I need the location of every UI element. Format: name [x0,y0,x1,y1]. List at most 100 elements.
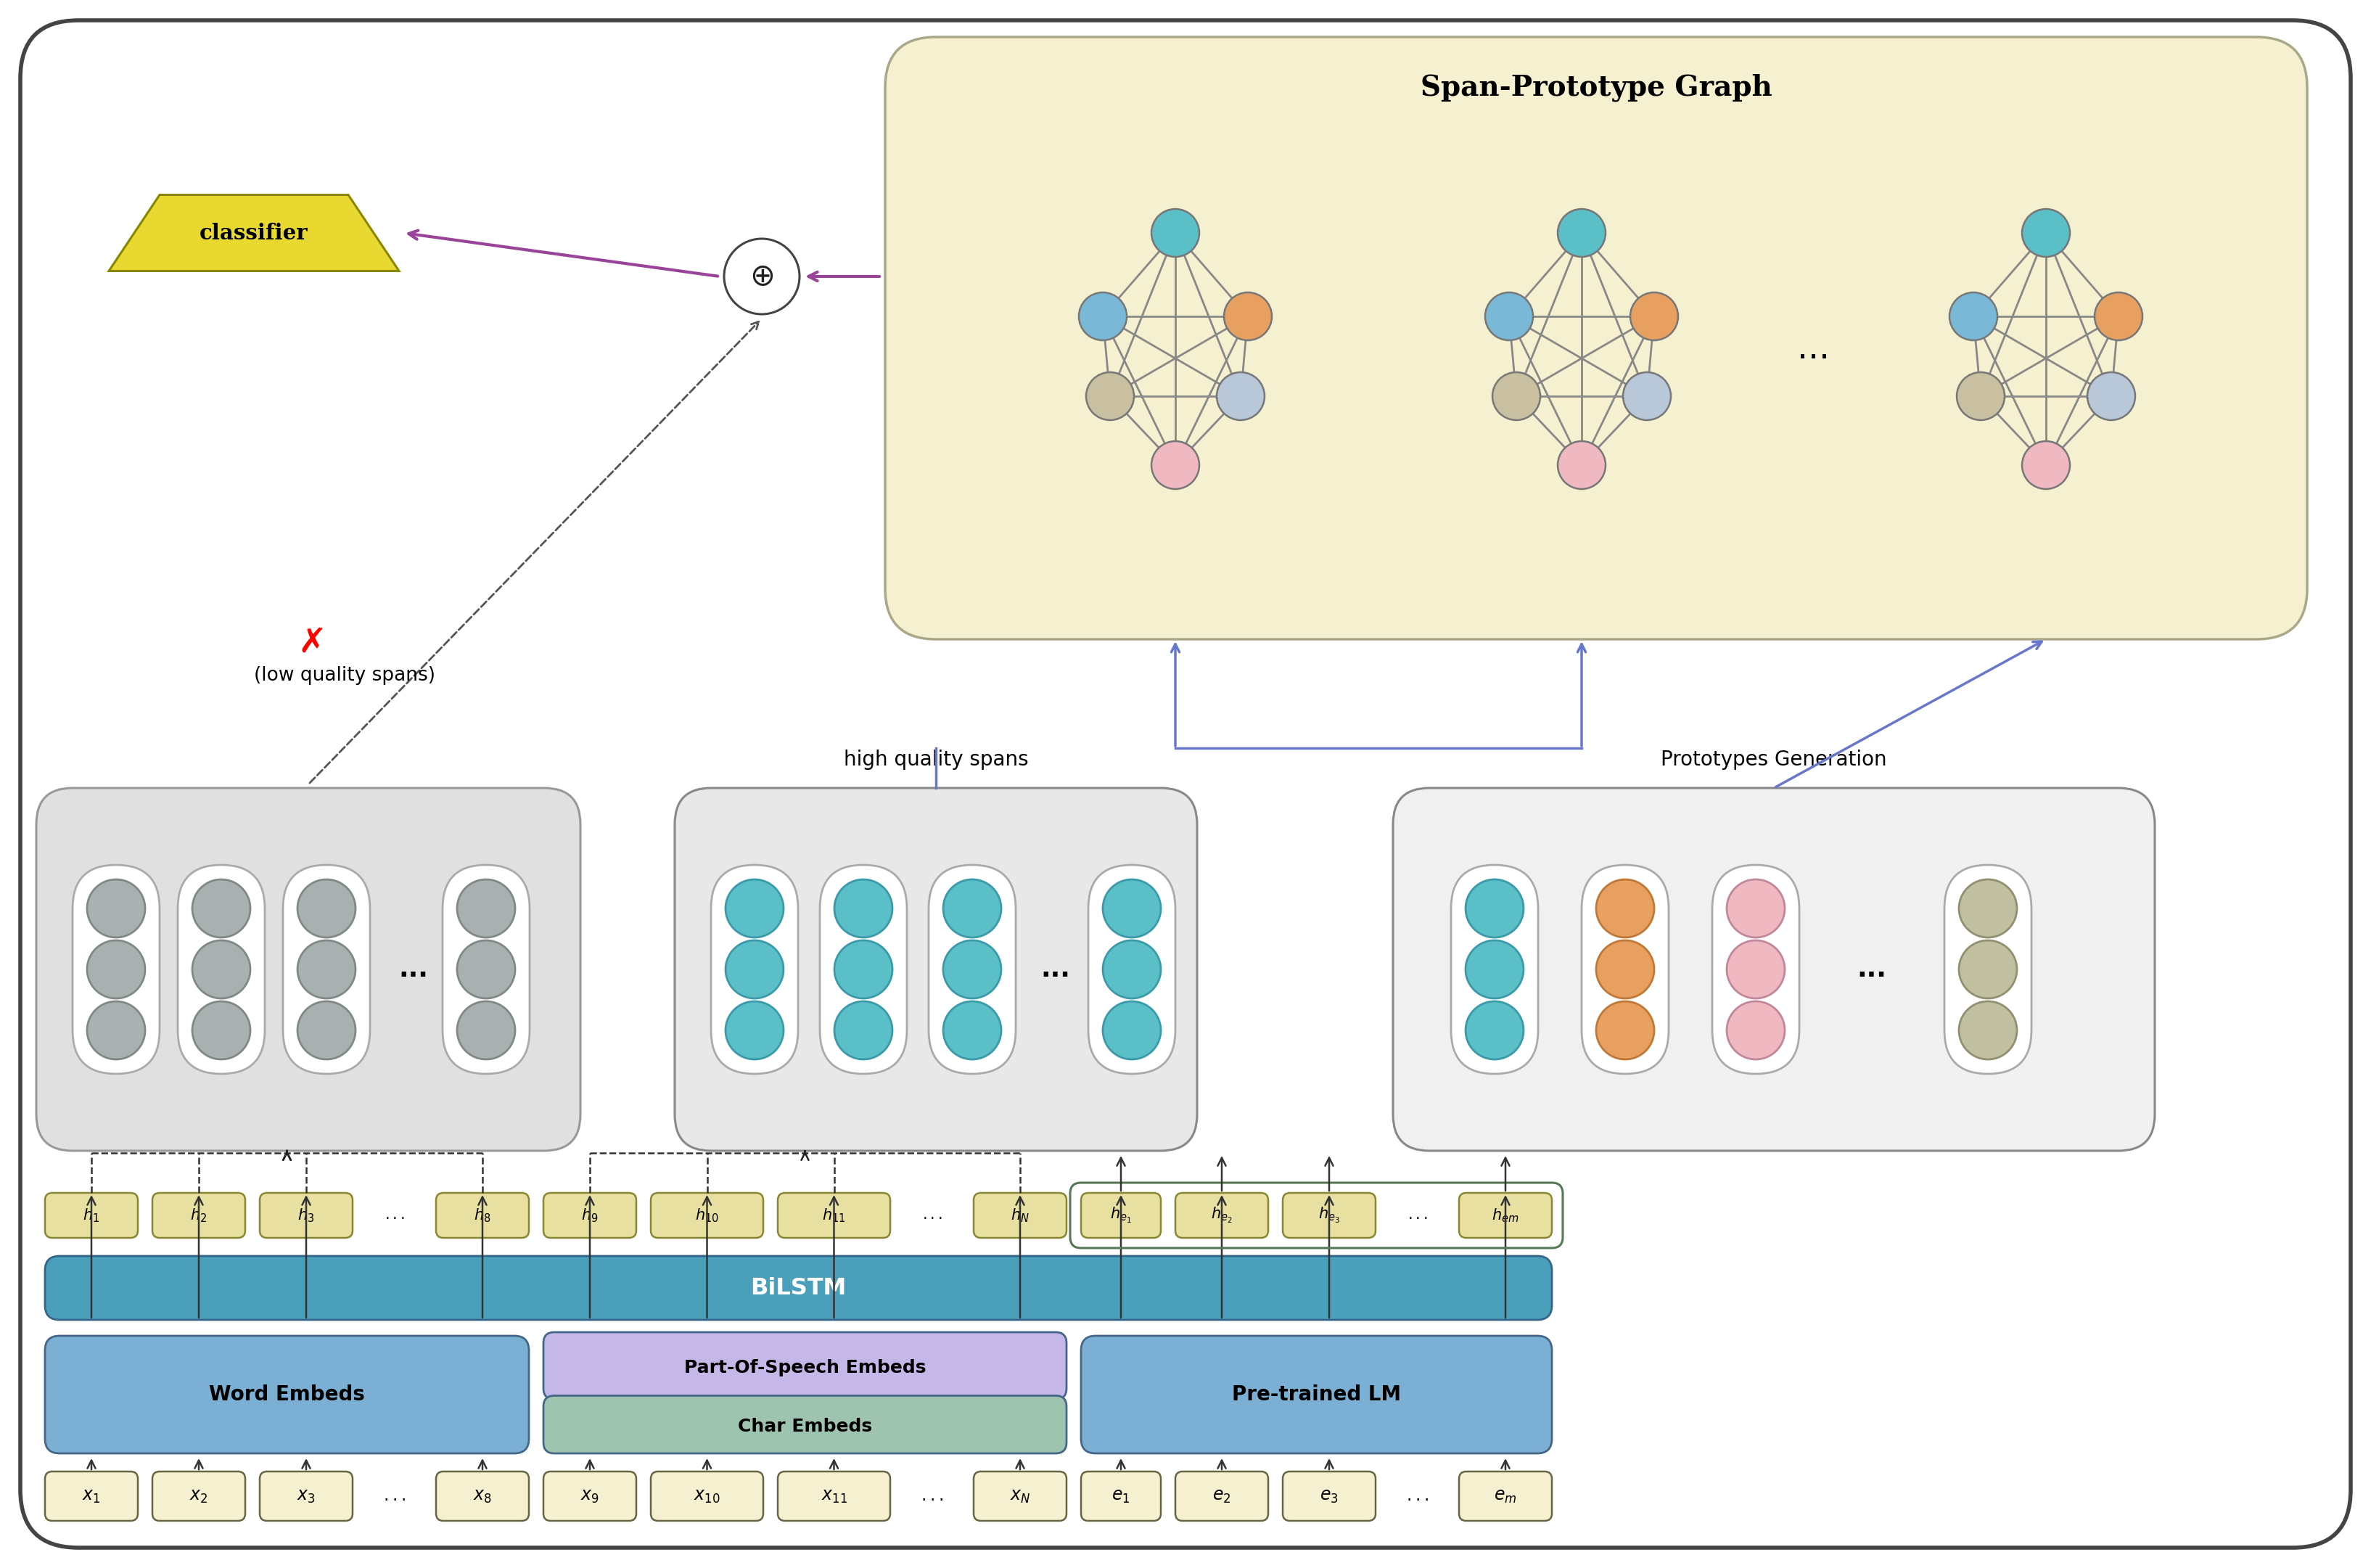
Circle shape [88,941,145,999]
FancyBboxPatch shape [711,866,799,1074]
Text: Char Embeds: Char Embeds [737,1417,873,1435]
Text: $h_8$: $h_8$ [474,1207,491,1225]
Circle shape [1631,292,1679,340]
Text: Part-Of-Speech Embeds: Part-Of-Speech Embeds [683,1359,927,1377]
Circle shape [944,880,1001,938]
FancyBboxPatch shape [650,1193,763,1237]
Text: $e_3$: $e_3$ [1321,1488,1340,1505]
Circle shape [296,880,356,938]
Circle shape [1958,941,2018,999]
Text: Word Embeds: Word Embeds [209,1385,365,1405]
Circle shape [1558,441,1605,489]
Circle shape [1624,372,1672,420]
FancyBboxPatch shape [1081,1471,1162,1521]
Circle shape [296,1002,356,1060]
Text: $h_{e_3}$: $h_{e_3}$ [1318,1206,1340,1225]
Text: $e_1$: $e_1$ [1112,1488,1131,1505]
Text: ...: ... [1041,956,1069,982]
FancyBboxPatch shape [974,1471,1067,1521]
FancyBboxPatch shape [543,1396,1067,1454]
Circle shape [835,941,891,999]
Text: classifier: classifier [199,223,308,243]
Text: Span-Prototype Graph: Span-Prototype Graph [1420,74,1771,102]
FancyBboxPatch shape [1081,1193,1162,1237]
FancyBboxPatch shape [178,866,266,1074]
FancyBboxPatch shape [778,1193,889,1237]
FancyBboxPatch shape [1283,1193,1375,1237]
Text: $h_{11}$: $h_{11}$ [823,1207,846,1225]
Text: $e_2$: $e_2$ [1212,1488,1231,1505]
Circle shape [944,1002,1001,1060]
Text: $h_{e_2}$: $h_{e_2}$ [1212,1206,1233,1225]
Text: (low quality spans): (low quality spans) [254,666,436,685]
Circle shape [1103,1002,1162,1060]
FancyBboxPatch shape [1081,1336,1553,1454]
FancyBboxPatch shape [436,1193,529,1237]
Text: $h_2$: $h_2$ [190,1207,206,1225]
Circle shape [835,1002,891,1060]
FancyBboxPatch shape [1712,866,1800,1074]
FancyBboxPatch shape [152,1193,244,1237]
Text: ...: ... [1797,332,1830,365]
Text: $e_m$: $e_m$ [1494,1488,1517,1505]
Text: $x_{10}$: $x_{10}$ [695,1488,721,1505]
Circle shape [1465,941,1525,999]
Circle shape [1484,292,1534,340]
FancyBboxPatch shape [21,20,2350,1548]
Circle shape [458,1002,515,1060]
FancyBboxPatch shape [45,1256,1553,1320]
Circle shape [1558,209,1605,257]
Text: $x_N$: $x_N$ [1010,1488,1031,1505]
FancyBboxPatch shape [1088,866,1176,1074]
Circle shape [2086,372,2136,420]
Text: Pre-trained LM: Pre-trained LM [1233,1385,1401,1405]
FancyBboxPatch shape [1176,1471,1268,1521]
Circle shape [1596,1002,1655,1060]
Circle shape [835,880,891,938]
FancyBboxPatch shape [261,1471,353,1521]
FancyBboxPatch shape [884,38,2307,640]
Circle shape [1949,292,1996,340]
FancyBboxPatch shape [543,1193,635,1237]
Circle shape [2094,292,2143,340]
FancyBboxPatch shape [74,866,159,1074]
FancyBboxPatch shape [45,1336,529,1454]
FancyBboxPatch shape [650,1471,763,1521]
Circle shape [726,880,782,938]
Text: $x_{11}$: $x_{11}$ [820,1488,846,1505]
Text: $...$: $...$ [384,1488,405,1505]
Circle shape [944,941,1001,999]
Circle shape [726,941,782,999]
FancyBboxPatch shape [676,789,1197,1151]
Text: $h_9$: $h_9$ [581,1207,597,1225]
FancyBboxPatch shape [152,1471,244,1521]
Circle shape [1086,372,1133,420]
FancyBboxPatch shape [1176,1193,1268,1237]
Text: $x_3$: $x_3$ [296,1488,315,1505]
Text: $h_3$: $h_3$ [299,1207,315,1225]
FancyBboxPatch shape [261,1193,353,1237]
FancyBboxPatch shape [36,789,581,1151]
Circle shape [1216,372,1264,420]
Circle shape [88,880,145,938]
Text: $x_9$: $x_9$ [581,1488,600,1505]
FancyBboxPatch shape [1581,866,1669,1074]
Text: $...$: $...$ [922,1209,941,1223]
FancyBboxPatch shape [282,866,370,1074]
FancyBboxPatch shape [543,1333,1067,1399]
Text: $...$: $...$ [1406,1488,1430,1505]
Circle shape [1596,880,1655,938]
Text: $...$: $...$ [384,1209,405,1223]
Circle shape [1103,941,1162,999]
Circle shape [1726,880,1785,938]
Circle shape [296,941,356,999]
Circle shape [1958,1002,2018,1060]
FancyBboxPatch shape [974,1193,1067,1237]
Circle shape [458,941,515,999]
Text: $...$: $...$ [920,1488,944,1505]
FancyBboxPatch shape [1394,789,2155,1151]
FancyBboxPatch shape [1458,1471,1553,1521]
Text: $x_2$: $x_2$ [190,1488,209,1505]
Text: $h_{em}$: $h_{em}$ [1491,1207,1520,1225]
Text: ...: ... [1856,956,1887,982]
